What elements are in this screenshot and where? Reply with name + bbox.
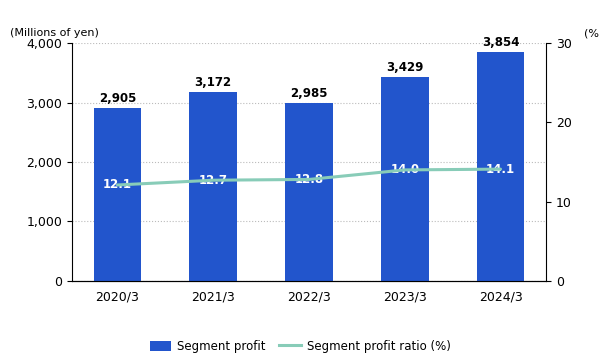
Segment profit ratio (%) <box>497 167 504 171</box>
Text: 12.8: 12.8 <box>295 173 323 186</box>
Text: (Millions of yen): (Millions of yen) <box>10 28 99 39</box>
Legend: Segment profit, Segment profit ratio (%): Segment profit, Segment profit ratio (%) <box>145 335 455 358</box>
Bar <box>285 103 333 281</box>
Segment profit ratio (%) <box>305 177 313 181</box>
Text: 14.0: 14.0 <box>390 163 419 176</box>
Line: Segment profit ratio (%): Segment profit ratio (%) <box>118 169 500 185</box>
Text: 2,905: 2,905 <box>99 92 136 105</box>
Bar <box>476 52 524 281</box>
Segment profit ratio (%) <box>114 183 121 187</box>
Text: 3,172: 3,172 <box>194 76 232 89</box>
Text: 3,429: 3,429 <box>386 61 424 74</box>
Bar <box>381 77 428 281</box>
Text: 12.7: 12.7 <box>199 174 228 187</box>
Text: 12.1: 12.1 <box>103 179 132 192</box>
Bar <box>94 108 142 281</box>
Text: (%): (%) <box>584 28 600 39</box>
Segment profit ratio (%) <box>401 168 409 172</box>
Text: 3,854: 3,854 <box>482 36 519 49</box>
Text: 14.1: 14.1 <box>486 163 515 176</box>
Segment profit ratio (%) <box>209 178 217 183</box>
Bar <box>190 93 237 281</box>
Text: 2,985: 2,985 <box>290 87 328 100</box>
